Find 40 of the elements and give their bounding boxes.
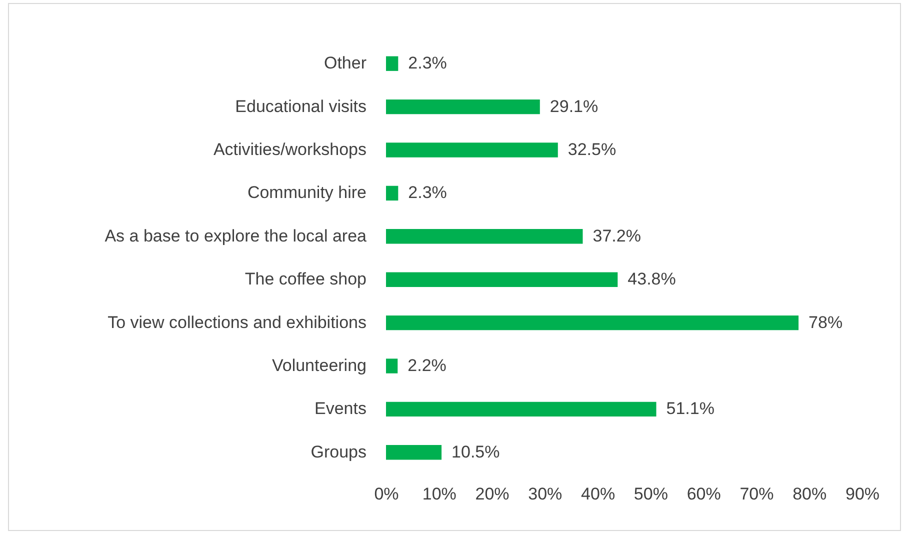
y-tick-label: Volunteering	[272, 356, 366, 375]
y-tick-label: Educational visits	[235, 96, 366, 116]
bar	[386, 99, 540, 114]
y-tick-label: Groups	[310, 442, 366, 462]
x-tick-label: 80%	[792, 484, 827, 504]
data-label: 2.2%	[408, 356, 446, 375]
bar	[386, 272, 618, 287]
data-label: 78%	[808, 312, 843, 332]
y-tick-label: Activities/workshops	[213, 140, 366, 159]
y-tick-label: Other	[324, 54, 367, 73]
data-label: 10.5%	[452, 442, 500, 462]
x-tick-label: 60%	[686, 484, 721, 504]
y-tick-label: As a base to explore the local area	[104, 226, 368, 246]
x-tick-label: 40%	[581, 484, 616, 504]
bar	[386, 186, 398, 201]
x-tick-label: 50%	[634, 484, 668, 504]
bar	[386, 402, 656, 417]
x-tick-label: 70%	[740, 484, 774, 504]
bar	[386, 142, 558, 158]
y-tick-label: To view collections and exhibitions	[108, 312, 366, 332]
data-label: 43.8%	[628, 270, 676, 289]
data-label: 2.3%	[408, 183, 447, 202]
y-tick-label: The coffee shop	[244, 270, 366, 289]
data-label: 2.3%	[408, 54, 447, 73]
bar	[386, 358, 398, 374]
x-tick-label: 20%	[475, 484, 510, 504]
bar	[386, 445, 442, 460]
data-label: 32.5%	[568, 140, 616, 159]
x-tick-label: 0%	[374, 484, 399, 504]
bar	[386, 315, 799, 330]
data-label: 29.1%	[550, 96, 598, 116]
y-tick-label: Events	[314, 399, 366, 418]
x-tick-label: 30%	[528, 484, 562, 504]
y-tick-label: Community hire	[247, 183, 366, 202]
data-label: 37.2%	[592, 226, 641, 246]
x-tick-label: 90%	[845, 484, 880, 504]
data-label: 51.1%	[666, 399, 714, 418]
x-tick-label: 10%	[422, 484, 456, 504]
bar	[386, 56, 398, 71]
bar	[386, 229, 583, 244]
